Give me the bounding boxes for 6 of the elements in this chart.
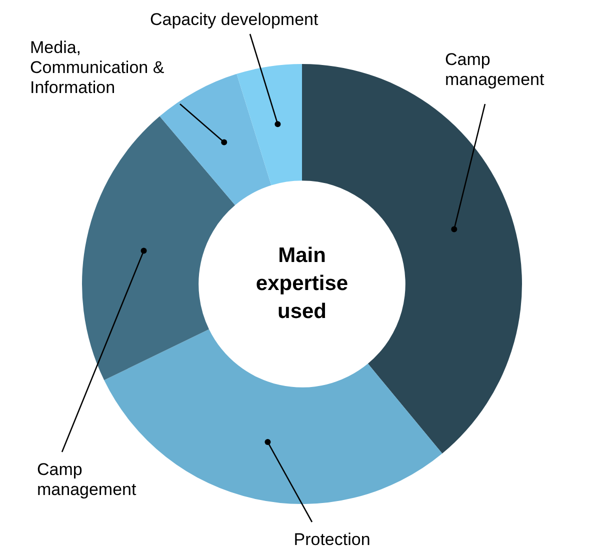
- slice-label: Capacity development: [150, 10, 318, 30]
- slice-label: Camp management: [37, 460, 137, 500]
- slice-label: Protection: [294, 530, 370, 550]
- slice-label: Media, Communication & Information: [30, 38, 165, 98]
- text: Main expertise used: [256, 244, 348, 323]
- slice-label: Camp management: [445, 50, 545, 90]
